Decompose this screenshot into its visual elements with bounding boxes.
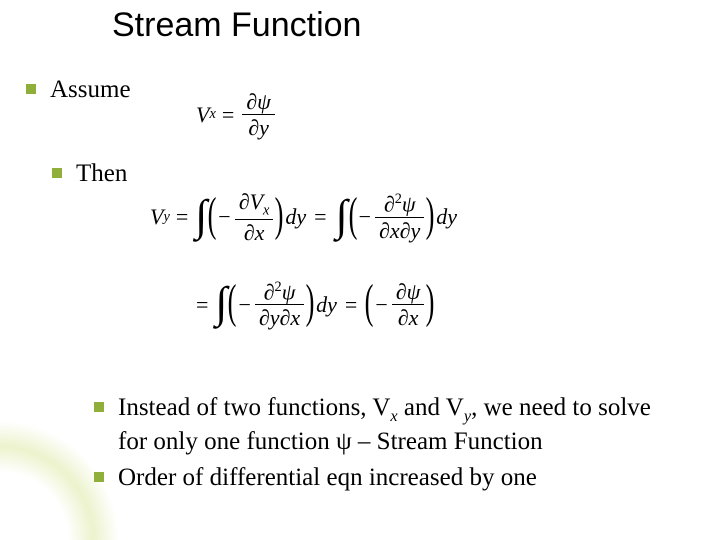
bullet-conclusion-2: Order of differential eqn increased by o… [94, 462, 674, 493]
bullet-text-conclusion-2: Order of differential eqn increased by o… [118, 462, 537, 493]
bullet-text-assume: Assume [50, 74, 131, 105]
bullet-marker [52, 168, 62, 178]
equation-then-line2: = ∫ ( − ∂2ψ ∂y∂x ) dy = ( − ∂ψ ∂x ) [190, 280, 434, 330]
bullet-marker [94, 402, 104, 412]
slide-title: Stream Function [112, 6, 361, 45]
bullet-assume: Assume [26, 74, 131, 105]
bullet-marker [94, 472, 104, 482]
bullet-marker [26, 84, 36, 94]
bullet-then: Then [52, 158, 127, 189]
bullet-conclusion-1: Instead of two functions, Vx and Vy, we … [94, 392, 674, 458]
bullet-text-then: Then [76, 158, 127, 189]
equation-then-line1: Vy = ∫ ( − ∂Vx ∂x ) dy = ∫ ( − ∂2ψ ∂x∂y … [150, 190, 457, 244]
bullet-text-conclusion-1: Instead of two functions, Vx and Vy, we … [118, 392, 674, 458]
equation-assume: Vx = ∂ψ ∂y [196, 90, 277, 139]
